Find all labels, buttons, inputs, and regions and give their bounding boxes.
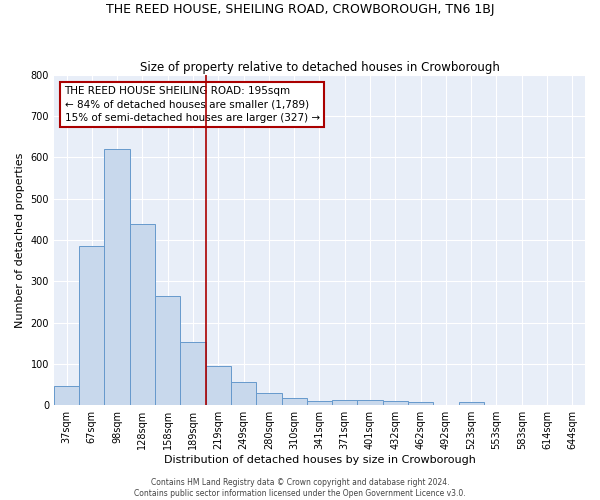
Bar: [281, 398, 307, 405]
Text: THE REED HOUSE, SHEILING ROAD, CROWBOROUGH, TN6 1BJ: THE REED HOUSE, SHEILING ROAD, CROWBOROU…: [106, 2, 494, 16]
Bar: [206, 366, 231, 405]
X-axis label: Distribution of detached houses by size in Crowborough: Distribution of detached houses by size …: [164, 455, 475, 465]
Bar: [181, 342, 206, 405]
Bar: [130, 224, 155, 405]
Bar: [383, 401, 408, 405]
Bar: [155, 296, 181, 405]
Bar: [231, 382, 256, 405]
Bar: [307, 401, 332, 405]
Bar: [54, 386, 79, 405]
Text: Contains HM Land Registry data © Crown copyright and database right 2024.
Contai: Contains HM Land Registry data © Crown c…: [134, 478, 466, 498]
Bar: [256, 393, 281, 405]
Bar: [458, 402, 484, 405]
Y-axis label: Number of detached properties: Number of detached properties: [15, 152, 25, 328]
Bar: [332, 400, 358, 405]
Bar: [358, 400, 383, 405]
Title: Size of property relative to detached houses in Crowborough: Size of property relative to detached ho…: [140, 60, 499, 74]
Bar: [408, 402, 433, 405]
Text: THE REED HOUSE SHEILING ROAD: 195sqm
← 84% of detached houses are smaller (1,789: THE REED HOUSE SHEILING ROAD: 195sqm ← 8…: [65, 86, 320, 122]
Bar: [79, 246, 104, 405]
Bar: [104, 148, 130, 405]
